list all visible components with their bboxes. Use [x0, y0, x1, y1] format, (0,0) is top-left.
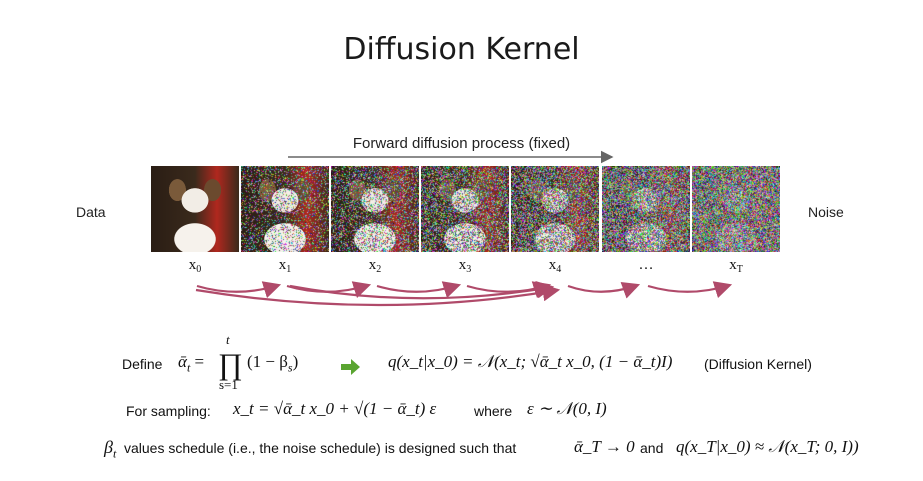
- alphabar-sub: t: [186, 360, 191, 375]
- frame-label-base: x: [278, 257, 287, 273]
- frame-label-base: x: [458, 257, 467, 273]
- frame-label-1: x1: [255, 257, 315, 275]
- frame-label-sub: T: [736, 264, 743, 275]
- frame-label-sub: 1: [286, 264, 292, 275]
- product-lower-limit: s=1: [219, 377, 238, 392]
- frame-label-base: …: [638, 257, 654, 273]
- frame-label-sub: 2: [376, 264, 382, 275]
- frame-label-4: x4: [525, 257, 585, 275]
- frame-label-2: x2: [345, 257, 405, 275]
- frame-label-6: xT: [706, 257, 766, 275]
- noise-overlay: [692, 166, 780, 252]
- step-arrow-0: [196, 281, 282, 299]
- frame-6: [692, 166, 780, 252]
- transition-arrows: [195, 280, 733, 307]
- beta-sub: t: [112, 446, 117, 461]
- step-arrow-2: [376, 281, 462, 299]
- beta-symbol: βt: [104, 437, 116, 462]
- skip-arrow-long: [195, 283, 561, 307]
- noise-label: Noise: [808, 204, 844, 220]
- beta-s-sub: s: [287, 360, 293, 375]
- frame-label-sub: 0: [196, 264, 202, 275]
- product-body: (1 − βs): [247, 352, 298, 375]
- step-arrow-5: [647, 281, 733, 299]
- frame-label-0: x0: [165, 257, 225, 275]
- frame-5: [602, 166, 690, 252]
- green-arrow-icon: [341, 359, 360, 375]
- slide-title: Diffusion Kernel: [343, 32, 580, 67]
- alphabar-definition: ᾱt =: [178, 352, 204, 375]
- cat-image: [151, 166, 239, 252]
- noise-overlay: [511, 166, 599, 252]
- frame-4: [511, 166, 599, 252]
- frame-label-base: x: [368, 257, 377, 273]
- sampling-label: For sampling:: [126, 403, 211, 419]
- noise-overlay: [602, 166, 690, 252]
- forward-process-label: Forward diffusion process (fixed): [352, 135, 571, 152]
- frame-label-sub: 4: [556, 264, 562, 275]
- noise-overlay: [421, 166, 509, 252]
- define-label: Define: [122, 356, 163, 372]
- step-arrow-4: [567, 281, 641, 299]
- diffusion-kernel-tag: (Diffusion Kernel): [704, 356, 812, 372]
- beta-char: β: [104, 437, 113, 457]
- frame-label-5: …: [616, 257, 676, 274]
- skip-arrow-x2: [289, 280, 555, 300]
- product-symbol: ∏: [218, 348, 243, 381]
- diffusion-kernel-formula: q(x_t|x_0) = 𝒩(x_t; √ᾱ_t x_0, (1 − ᾱ_t)I…: [388, 352, 673, 371]
- noise-overlay: [241, 166, 329, 252]
- where-label: where: [474, 403, 513, 419]
- frame-0: [151, 166, 239, 252]
- limit-formula: ᾱ_T → 0: [574, 437, 635, 456]
- alphabar-symbol: ᾱ: [178, 352, 187, 371]
- frame-2: [331, 166, 419, 252]
- product-upper-limit: t: [226, 332, 230, 347]
- noise-overlay: [331, 166, 419, 252]
- sampling-formula: x_t = √ᾱ_t x_0 + √(1 − ᾱ_t) ε: [233, 399, 437, 418]
- frame-label-base: x: [729, 257, 737, 273]
- schedule-text: values schedule (i.e., the noise schedul…: [124, 440, 517, 456]
- product-close: ): [292, 352, 299, 371]
- frame-label-base: x: [548, 257, 557, 273]
- frame-label-3: x3: [435, 257, 495, 275]
- frame-label-base: x: [188, 257, 197, 273]
- epsilon-distribution: ε ∼ 𝒩(0, I): [527, 399, 607, 418]
- product-body-text: (1 − β: [247, 352, 288, 371]
- frame-1: [241, 166, 329, 252]
- approx-formula: q(x_T|x_0) ≈ 𝒩(x_T; 0, I)): [676, 437, 859, 456]
- and-label: and: [640, 440, 664, 456]
- frame-3: [421, 166, 509, 252]
- equals-sign: =: [194, 352, 205, 371]
- step-arrow-3: [466, 281, 552, 299]
- frame-label-sub: 3: [466, 264, 472, 275]
- data-label: Data: [76, 204, 106, 220]
